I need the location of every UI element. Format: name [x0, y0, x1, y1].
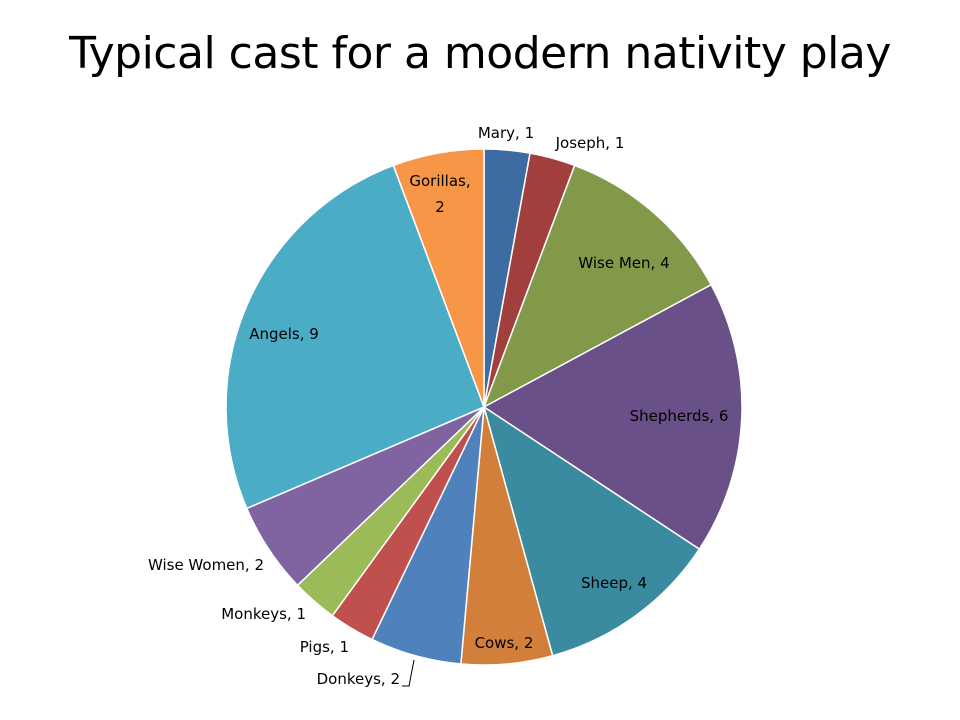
slice-label-pigs: Pigs, 1: [300, 638, 349, 656]
slice-label-sheep: Sheep, 4: [581, 574, 647, 592]
slice-label-angels: Angels, 9: [249, 325, 319, 343]
pie-slice-sheep: [482, 405, 701, 657]
chart-title: Typical cast for a modern nativity play: [69, 28, 891, 79]
pie-slice-shepherds: [482, 283, 743, 551]
slice-label-cows: Cows, 2: [475, 634, 534, 652]
slice-label-joseph: Joseph, 1: [555, 134, 625, 152]
slice-label-shepherds: Shepherds, 6: [630, 407, 729, 425]
pie-slice-gorillas: [392, 148, 485, 408]
slice-label-donkeys: Donkeys, 2: [317, 670, 400, 688]
pie-slice-wise-men: [482, 164, 713, 409]
slice-label-wise-men: Wise Men, 4: [578, 254, 669, 272]
slice-label-monkeys: Monkeys, 1: [221, 605, 306, 623]
pie-slice-angels: [225, 164, 485, 510]
donkeys-leader-line: [402, 659, 415, 687]
slice-label-gorillas: Gorillas, 2: [409, 172, 470, 216]
slice-label-wise-women: Wise Women, 2: [148, 556, 264, 574]
slice-label-mary: Mary, 1: [478, 124, 534, 142]
